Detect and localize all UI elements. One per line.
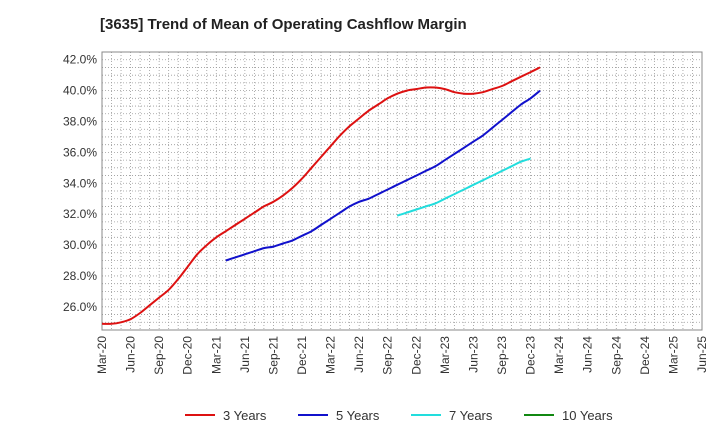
legend-label: 5 Years	[336, 408, 380, 423]
x-tick-label: Dec-24	[638, 336, 652, 375]
y-tick-label: 26.0%	[63, 300, 97, 314]
x-axis-tick-labels: Mar-20 Jun-20 Sep-20 Dec-20 Mar-21 Jun-21 Sep-…	[95, 336, 709, 375]
legend-label: 3 Years	[223, 408, 267, 423]
x-tick-label: Mar-21	[209, 336, 223, 374]
x-tick-label: Sep-21	[266, 336, 280, 375]
plot-frame	[101, 51, 703, 331]
y-tick-label: 34.0%	[63, 176, 97, 190]
x-tick-label: Dec-20	[181, 336, 195, 375]
x-tick-label: Dec-23	[524, 336, 538, 375]
x-tick-label: Jun-25	[695, 336, 709, 373]
axes	[101, 51, 703, 331]
x-tick-label: Sep-20	[152, 336, 166, 375]
chart-title: [3635] Trend of Mean of Operating Cashfl…	[100, 16, 467, 33]
x-tick-label: Mar-22	[324, 336, 338, 374]
y-tick-label: 28.0%	[63, 269, 97, 283]
x-tick-label: Jun-20	[124, 336, 138, 373]
x-tick-label: Mar-23	[438, 336, 452, 374]
x-tick-label: Jun-22	[352, 336, 366, 373]
x-tick-label: Mar-24	[552, 336, 566, 374]
x-tick-label: Mar-20	[95, 336, 109, 374]
x-tick-label: Sep-23	[495, 336, 509, 375]
x-tick-label: Jun-23	[466, 336, 480, 373]
series-lines	[101, 66, 541, 325]
y-tick-label: 38.0%	[63, 115, 97, 129]
x-tick-label: Mar-25	[666, 336, 680, 374]
x-tick-label: Dec-21	[295, 336, 309, 375]
y-tick-label: 32.0%	[63, 207, 97, 221]
series-line-5-years	[225, 89, 541, 262]
x-tick-label: Jun-24	[581, 336, 595, 373]
y-tick-label: 42.0%	[63, 53, 97, 67]
x-tick-label: Jun-21	[238, 336, 252, 373]
series-line-7-years	[396, 157, 531, 217]
legend-label: 7 Years	[449, 408, 493, 423]
y-tick-label: 36.0%	[63, 145, 97, 159]
legend-label: 10 Years	[562, 408, 613, 423]
x-tick-label: Dec-22	[409, 336, 423, 375]
x-tick-label: Sep-24	[609, 336, 623, 375]
y-axis-tick-labels: 26.0% 28.0% 30.0% 32.0% 34.0% 36.0% 38.0% 40.0%…	[63, 53, 97, 314]
y-tick-label: 30.0%	[63, 238, 97, 252]
legend: 3 Years 5 Years 7 Years 10 Years	[185, 408, 613, 423]
grid-lines	[102, 52, 702, 330]
x-tick-label: Sep-22	[381, 336, 395, 375]
y-tick-label: 40.0%	[63, 84, 97, 98]
series-line-3-years	[101, 66, 541, 325]
